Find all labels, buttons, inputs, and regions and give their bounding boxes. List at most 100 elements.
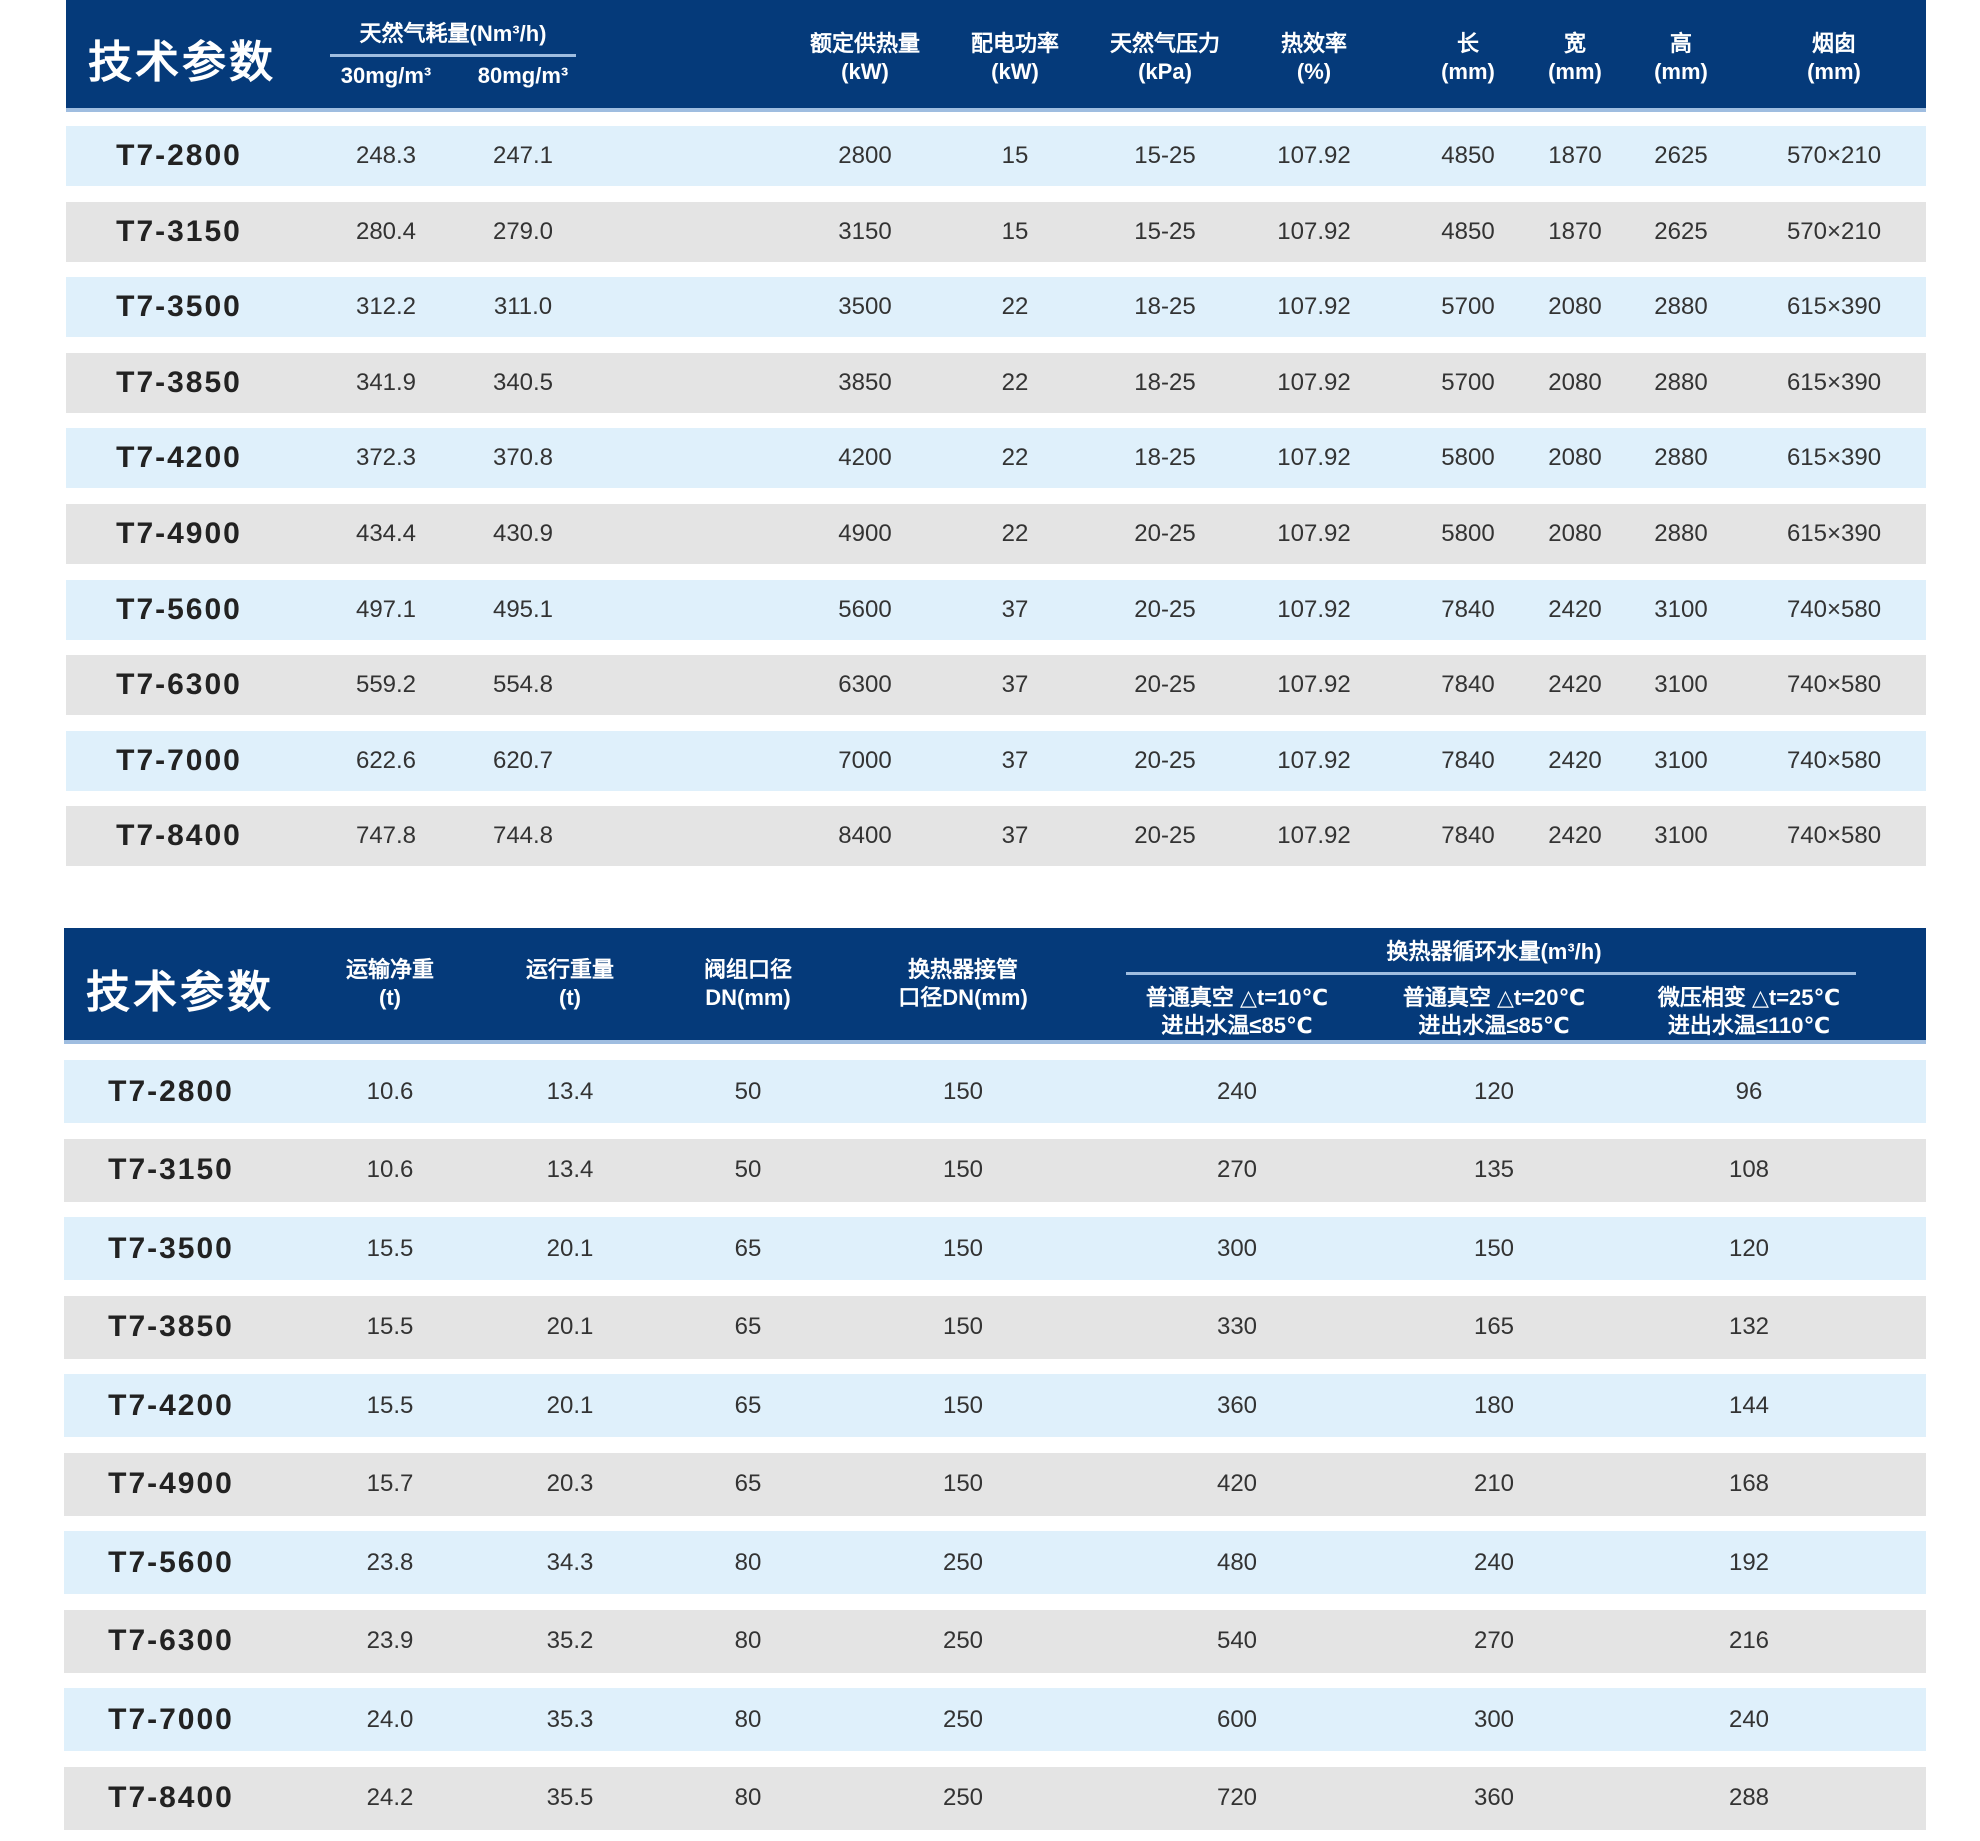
table1-column-header: 宽 (mm) [1548, 31, 1602, 84]
model-cell: T7-3150 [116, 214, 242, 248]
value-cell: 150 [1473, 1234, 1515, 1262]
value-cell: 740×580 [1786, 595, 1882, 623]
table-row: T7-6300 23.9 35.2 80 250 540 270 216 [64, 1609, 1926, 1673]
value-cell: 372.3 [355, 444, 417, 472]
model-cell: T7-6300 [108, 1624, 234, 1657]
value-cell: 740×580 [1786, 671, 1882, 699]
value-cell: 15-25 [1134, 217, 1196, 245]
value-cell: 150 [942, 1234, 984, 1262]
value-cell: 35.5 [546, 1784, 594, 1811]
value-cell: 7840 [1441, 671, 1495, 699]
value-cell: 622.6 [355, 746, 417, 774]
value-cell: 107.92 [1277, 142, 1351, 169]
value-cell: 120 [1728, 1234, 1770, 1262]
value-cell: 15-25 [1134, 142, 1196, 169]
value-cell: 4850 [1441, 217, 1495, 245]
value-cell: 135 [1473, 1156, 1515, 1183]
table1-column-header: 80mg/m³ [477, 63, 569, 88]
value-cell: 107.92 [1277, 822, 1351, 850]
value-cell: 2880 [1654, 368, 1708, 396]
value-cell: 20.1 [546, 1313, 594, 1340]
value-cell: 3100 [1654, 671, 1708, 699]
value-cell: 250 [942, 1548, 984, 1576]
value-cell: 192 [1728, 1548, 1770, 1576]
model-cell: T7-8400 [108, 1781, 234, 1814]
value-cell: 615×390 [1786, 520, 1882, 547]
table-row: T7-2800 10.6 13.4 50 150 240 120 96 [64, 1060, 1926, 1123]
table-row: T7-4200 15.5 20.1 65 150 360 180 144 [64, 1374, 1926, 1437]
table1-column-header: 高 (mm) [1654, 31, 1708, 84]
value-cell: 23.9 [366, 1627, 414, 1654]
table1-column-header: 热效率 (%) [1280, 31, 1348, 84]
value-cell: 620.7 [492, 746, 554, 774]
value-cell: 20.1 [546, 1391, 594, 1419]
table2-title: 技术参数 [86, 968, 274, 1017]
value-cell: 311.0 [493, 293, 553, 321]
value-cell: 2880 [1654, 293, 1708, 321]
value-cell: 3150 [838, 217, 892, 245]
table1-header: 技术参数 天然气耗量(Nm³/h) 30mg/m³ 80mg/m³ 额定供热量 (k… [66, 0, 1926, 112]
value-cell: 65 [734, 1470, 762, 1497]
value-cell: 559.2 [355, 671, 417, 699]
value-cell: 5700 [1441, 293, 1495, 321]
model-cell: T7-2800 [116, 139, 242, 172]
value-cell: 300 [1473, 1705, 1515, 1733]
value-cell: 270 [1473, 1627, 1515, 1654]
value-cell: 24.2 [366, 1784, 414, 1811]
value-cell: 150 [942, 1156, 984, 1183]
table1-column-header: 额定供热量 (kW) [809, 31, 921, 84]
value-cell: 2880 [1654, 444, 1708, 472]
value-cell: 80 [734, 1627, 762, 1654]
value-cell: 22 [1001, 444, 1029, 472]
value-cell: 740×580 [1786, 746, 1882, 774]
value-cell: 120 [1473, 1077, 1515, 1105]
table-row: T7-3150 10.6 13.4 50 150 270 135 108 [64, 1138, 1926, 1202]
value-cell: 20-25 [1134, 822, 1196, 850]
model-cell: T7-4900 [116, 517, 242, 550]
value-cell: 248.3 [355, 142, 417, 169]
value-cell: 13.4 [546, 1077, 594, 1105]
value-cell: 279.0 [492, 217, 554, 245]
value-cell: 340.5 [492, 368, 554, 396]
value-cell: 35.3 [546, 1705, 594, 1733]
value-cell: 554.8 [492, 671, 554, 699]
model-cell: T7-3150 [108, 1153, 234, 1186]
value-cell: 330 [1216, 1313, 1258, 1340]
value-cell: 20-25 [1134, 746, 1196, 774]
value-cell: 2080 [1548, 293, 1602, 321]
table2-column-header: 阀组口径 DN(mm) [703, 957, 793, 1010]
model-cell: T7-5600 [116, 592, 242, 626]
table-row: T7-3500 15.5 20.1 65 150 300 150 120 [64, 1217, 1926, 1280]
value-cell: 570×210 [1786, 217, 1882, 245]
value-cell: 107.92 [1277, 595, 1351, 623]
value-cell: 37 [1001, 746, 1029, 774]
value-cell: 250 [942, 1627, 984, 1654]
model-cell: T7-5600 [108, 1545, 234, 1579]
value-cell: 5600 [838, 595, 892, 623]
value-cell: 180 [1473, 1391, 1515, 1419]
value-cell: 5800 [1441, 444, 1495, 472]
value-cell: 360 [1473, 1784, 1515, 1811]
value-cell: 250 [942, 1784, 984, 1811]
value-cell: 107.92 [1277, 746, 1351, 774]
model-cell: T7-3500 [108, 1231, 234, 1265]
value-cell: 108 [1728, 1156, 1770, 1183]
value-cell: 240 [1216, 1077, 1258, 1105]
gas-consumption-group: 天然气耗量(Nm³/h) [359, 21, 547, 46]
value-cell: 300 [1216, 1234, 1258, 1262]
value-cell: 747.8 [355, 822, 417, 850]
value-cell: 3500 [838, 293, 892, 321]
table1-column-header: 天然气压力 (kPa) [1109, 31, 1221, 84]
value-cell: 2080 [1548, 444, 1602, 472]
table2-column-header: 运输净重 (t) [345, 957, 435, 1010]
value-cell: 18-25 [1134, 368, 1196, 396]
value-cell: 37 [1001, 671, 1029, 699]
table2-column-header: 普通真空 △t=20℃ 进出水温≤85℃ [1402, 985, 1586, 1038]
value-cell: 35.2 [546, 1627, 594, 1654]
value-cell: 20-25 [1134, 671, 1196, 699]
value-cell: 540 [1216, 1627, 1258, 1654]
table-row: T7-5600 497.1 495.1 5600 37 20-25 107.92 7840 24… [66, 579, 1926, 640]
table-row: T7-7000 24.0 35.3 80 250 600 300 240 [64, 1688, 1926, 1751]
model-cell: T7-2800 [108, 1074, 234, 1108]
model-cell: T7-6300 [116, 668, 242, 702]
